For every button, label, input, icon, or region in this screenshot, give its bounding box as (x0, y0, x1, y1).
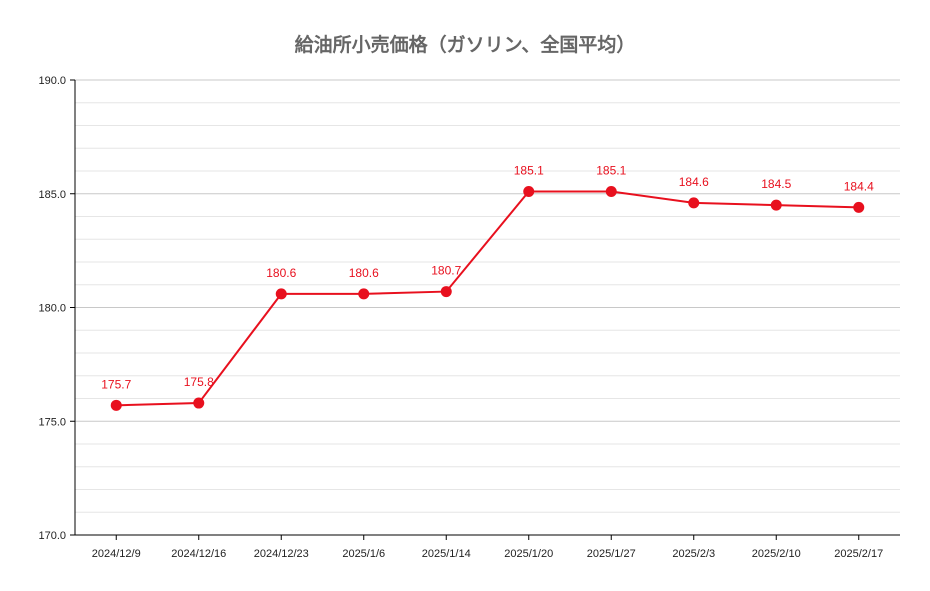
x-tick-label: 2025/2/10 (752, 548, 801, 560)
x-tick-label: 2024/12/23 (254, 548, 309, 560)
x-tick-label: 2024/12/9 (92, 548, 141, 560)
data-point (770, 199, 782, 211)
data-label: 185.1 (514, 163, 544, 177)
y-tick-label: 170.0 (38, 530, 66, 542)
data-label: 184.6 (679, 175, 709, 189)
y-tick-label: 175.0 (38, 416, 66, 428)
data-label: 184.5 (761, 177, 791, 191)
chart-title: 給油所小売価格（ガソリン、全国平均） (294, 34, 636, 56)
y-tick-label: 180.0 (38, 303, 66, 315)
x-tick-label: 2025/1/14 (422, 548, 471, 560)
x-tick-label: 2025/1/20 (504, 548, 553, 560)
data-label: 180.6 (349, 266, 379, 280)
data-point (275, 288, 287, 300)
y-tick-label: 190.0 (38, 75, 66, 87)
data-label: 175.8 (184, 375, 214, 389)
data-point (523, 185, 535, 197)
series-line (116, 190, 859, 407)
data-label: 184.4 (844, 179, 874, 193)
x-tick-label: 2025/2/17 (834, 548, 883, 560)
data-point (688, 197, 700, 209)
data-point (605, 185, 617, 197)
data-label: 175.7 (101, 377, 131, 391)
data-point (193, 397, 205, 409)
data-point (853, 201, 865, 213)
x-tick-label: 2024/12/16 (171, 548, 226, 560)
data-point (440, 286, 452, 298)
x-tick-label: 2025/1/6 (342, 548, 385, 560)
data-label: 185.1 (596, 163, 626, 177)
data-label: 180.6 (266, 266, 296, 280)
x-tick-label: 2025/2/3 (672, 548, 715, 560)
data-label: 180.7 (431, 264, 461, 278)
data-point (110, 399, 122, 411)
y-tick-label: 185.0 (38, 189, 66, 201)
data-point (358, 288, 370, 300)
x-tick-label: 2025/1/27 (587, 548, 636, 560)
